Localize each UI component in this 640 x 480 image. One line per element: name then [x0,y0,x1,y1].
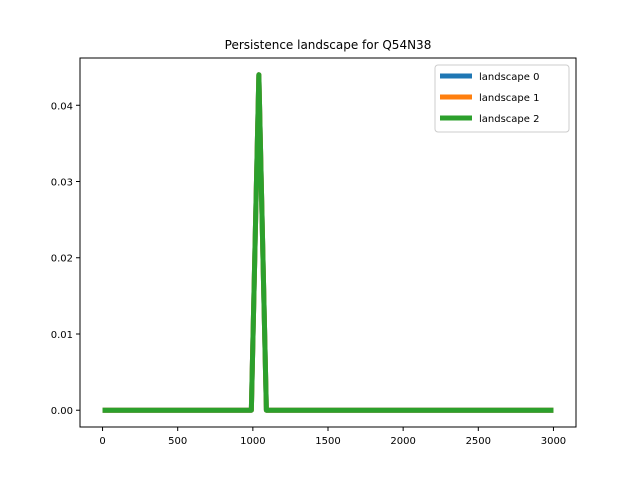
y-tick-label: 0.03 [51,178,73,189]
y-tick-label: 0.02 [51,254,73,265]
x-tick-label: 500 [168,436,187,447]
x-tick-label: 2000 [390,436,415,447]
y-tick-label: 0.01 [51,330,73,341]
chart-title: Persistence landscape for Q54N38 [225,38,432,52]
y-tick-label: 0.04 [51,101,73,112]
x-tick-label: 0 [99,436,105,447]
x-tick-label: 1500 [315,436,340,447]
series-layer [102,72,554,413]
x-tick-label: 2500 [466,436,491,447]
x-axis: 0 500 1000 1500 2000 2500 3000 [99,427,566,447]
x-tick-label: 1000 [240,436,265,447]
x-tick-label: 3000 [541,436,566,447]
y-axis: 0.00 0.01 0.02 0.03 0.04 [51,101,80,417]
legend: landscape 0 landscape 1 landscape 2 [434,64,570,133]
legend-label-0: landscape 0 [479,72,539,83]
legend-label-2: landscape 2 [479,114,539,125]
series-line-2 [102,72,554,413]
legend-label-1: landscape 1 [479,93,539,104]
y-tick-label: 0.00 [51,406,73,417]
legend-box [434,64,570,133]
